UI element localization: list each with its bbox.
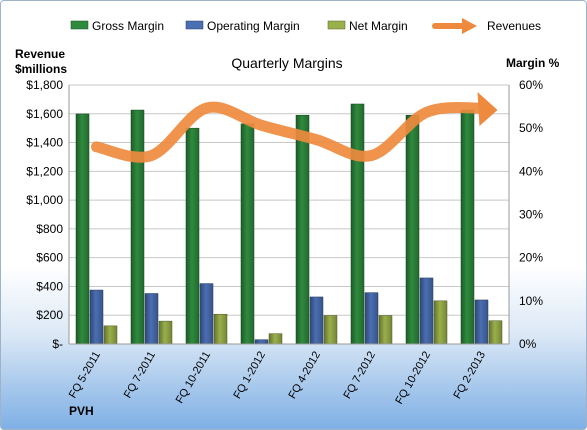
legend-swatch (327, 20, 346, 30)
right-tick-label: 30% (519, 208, 543, 222)
legend-swatch (185, 20, 204, 30)
gross-margin-bar (75, 113, 90, 345)
gross-margin-bar (185, 127, 200, 345)
left-axis-title-line-2: $millions (15, 62, 67, 76)
net-margin-bar (103, 325, 118, 345)
category-label: FQ 10-2011 (174, 350, 213, 406)
revenue-arrowhead (477, 92, 498, 127)
category-label: FQ 10-2012 (393, 350, 433, 407)
bars (75, 103, 503, 345)
right-tick-label: 50% (519, 121, 543, 135)
left-tick-label: $600 (36, 251, 63, 265)
operating-margin-bar (309, 296, 324, 345)
operating-margin-bar (474, 299, 489, 345)
left-tick-label: $1,400 (26, 136, 63, 150)
gross-margin-bar (460, 109, 475, 345)
right-tick-label: 20% (519, 251, 543, 265)
category-label: FQ 2-2013 (451, 350, 488, 402)
operating-margin-bar (419, 277, 434, 345)
left-tick-label: $- (52, 337, 63, 351)
gross-margin-bar (350, 103, 365, 345)
legend-label: Net Margin (349, 19, 408, 33)
net-margin-bar (378, 315, 393, 345)
left-tick-label: $1,200 (26, 164, 63, 178)
category-label: FQ 7-2012 (341, 350, 378, 402)
right-tick-label: 10% (519, 294, 543, 308)
legend-label: Gross Margin (92, 19, 164, 33)
operating-margin-bar (199, 283, 214, 345)
gross-margin-bar (240, 123, 255, 345)
category-label: FQ 4-2012 (286, 350, 323, 402)
operating-margin-bar (144, 293, 159, 345)
legend: Gross Margin Operating Margin Net Margin Re… (70, 18, 541, 34)
revenue-line (91, 92, 498, 163)
category-label: FQ 7-2011 (122, 350, 158, 401)
net-margin-bar (433, 300, 448, 345)
gross-margin-bar (405, 114, 420, 345)
left-tick-label: $1,000 (26, 193, 63, 207)
left-tick-label: $1,600 (26, 107, 63, 121)
legend-label: Revenues (487, 19, 541, 33)
legend-label: Operating Margin (207, 19, 300, 33)
left-tick-label: $1,800 (26, 78, 63, 92)
chart-title: Quarterly Margins (231, 55, 342, 71)
footer-label: PVH (69, 404, 94, 418)
net-margin-bar (213, 313, 228, 345)
left-tick-label: $200 (36, 308, 63, 322)
gross-margin-bar (130, 109, 145, 345)
net-margin-bar (268, 333, 283, 345)
category-label: FQ 1-2012 (231, 350, 268, 402)
left-tick-label: $400 (36, 279, 63, 293)
right-axis-title: Margin % (506, 56, 560, 70)
net-margin-bar (323, 315, 338, 345)
category-label: FQ 5-2011 (67, 350, 103, 401)
right-tick-label: 60% (519, 78, 543, 92)
legend-arrow-icon (462, 18, 477, 34)
right-tick-label: 40% (519, 164, 543, 178)
net-margin-bar (158, 320, 173, 345)
revenue-line-path (91, 101, 487, 163)
gross-margin-bar (295, 114, 310, 345)
legend-swatch (70, 20, 89, 30)
operating-margin-bar (89, 289, 104, 345)
right-tick-label: 0% (519, 337, 537, 351)
net-margin-bar (488, 320, 503, 345)
operating-margin-bar (364, 292, 379, 345)
operating-margin-bar (254, 339, 269, 345)
left-axis-title-line-1: Revenue (15, 47, 65, 61)
left-tick-label: $800 (36, 222, 63, 236)
